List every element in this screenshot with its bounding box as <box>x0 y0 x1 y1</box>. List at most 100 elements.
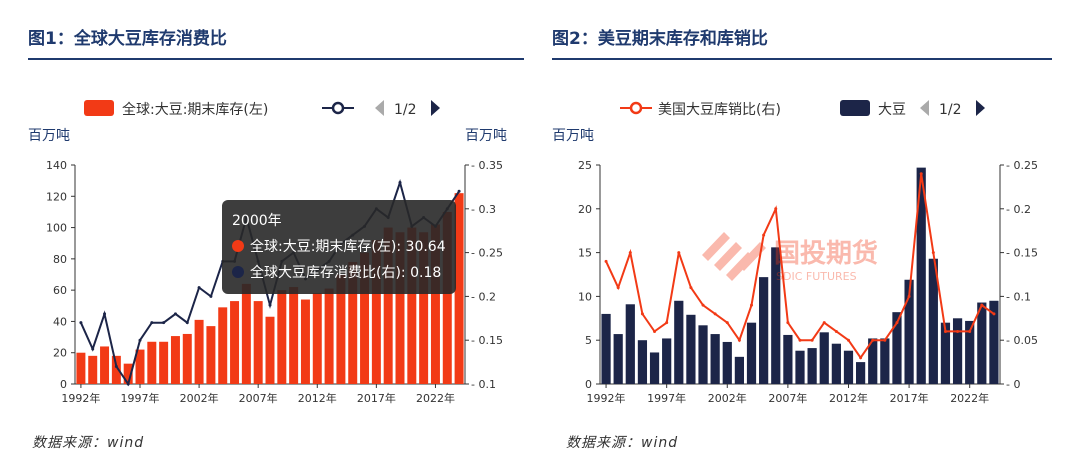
line-point-2011[interactable] <box>834 329 838 333</box>
line-point-1992[interactable] <box>79 321 83 325</box>
bar-2013[interactable] <box>324 288 334 384</box>
bar-1995[interactable] <box>111 355 121 384</box>
line-point-2010[interactable] <box>822 321 826 325</box>
line-point-1995[interactable] <box>640 312 644 316</box>
bar-2022[interactable] <box>965 320 975 384</box>
bar-1993[interactable] <box>613 334 623 384</box>
line-point-2014[interactable] <box>871 338 875 342</box>
bar-2018[interactable] <box>916 167 926 384</box>
bar-2024[interactable] <box>989 300 999 384</box>
bar-2003[interactable] <box>206 326 216 384</box>
bar-2019[interactable] <box>395 232 405 384</box>
bar-2016[interactable] <box>892 312 902 384</box>
bar-2002[interactable] <box>194 319 204 384</box>
legend-bar-label[interactable]: 大豆 <box>878 102 906 118</box>
line-point-2000[interactable] <box>701 303 705 307</box>
line-point-2022[interactable] <box>968 329 972 333</box>
legend-next-page-icon[interactable] <box>976 100 985 116</box>
line-point-2002[interactable] <box>197 286 201 290</box>
bar-1994[interactable] <box>100 346 110 384</box>
line-point-2008[interactable] <box>798 338 802 342</box>
line-point-2019[interactable] <box>398 181 402 185</box>
line-point-1998[interactable] <box>677 251 681 255</box>
bar-1998[interactable] <box>147 341 157 384</box>
line-point-2004[interactable] <box>750 303 754 307</box>
bar-2010[interactable] <box>289 287 299 384</box>
line-point-1996[interactable] <box>653 329 657 333</box>
legend-bar-swatch[interactable] <box>84 100 114 116</box>
line-point-2006[interactable] <box>774 207 778 211</box>
line-point-2005[interactable] <box>762 233 766 237</box>
bar-1999[interactable] <box>686 314 696 384</box>
line-point-2024[interactable] <box>992 312 996 316</box>
line-point-2024[interactable] <box>457 189 461 193</box>
line-point-2020[interactable] <box>943 329 947 333</box>
line-point-2012[interactable] <box>846 338 850 342</box>
legend-line-marker[interactable] <box>629 101 643 115</box>
bar-2020[interactable] <box>940 322 951 384</box>
bar-2006[interactable] <box>771 247 781 384</box>
bar-2001[interactable] <box>710 334 720 384</box>
line-point-1996[interactable] <box>126 382 130 386</box>
bar-2004[interactable] <box>218 307 228 384</box>
line-point-2008[interactable] <box>268 303 272 307</box>
line-point-1997[interactable] <box>138 338 142 342</box>
bar-1996[interactable] <box>649 352 660 384</box>
bar-2015[interactable] <box>348 261 358 384</box>
bar-2017[interactable] <box>904 279 914 384</box>
line-point-2009[interactable] <box>810 338 814 342</box>
line-point-2017[interactable] <box>907 294 911 298</box>
bar-2000[interactable] <box>698 325 708 384</box>
bar-1995[interactable] <box>637 340 648 384</box>
bar-2005[interactable] <box>759 277 769 384</box>
bar-1993[interactable] <box>88 355 98 384</box>
bar-2013[interactable] <box>856 362 866 384</box>
line-point-2002[interactable] <box>725 321 729 325</box>
line-point-1998[interactable] <box>150 321 154 325</box>
line-point-1999[interactable] <box>689 286 693 290</box>
bar-2021[interactable] <box>419 232 429 384</box>
bar-2023[interactable] <box>442 211 452 384</box>
bar-2008[interactable] <box>265 316 275 384</box>
legend-next-page-icon[interactable] <box>431 100 440 116</box>
bar-2020[interactable] <box>407 227 417 384</box>
bar-2003[interactable] <box>734 356 744 384</box>
line-point-1994[interactable] <box>628 251 632 255</box>
line-point-1993[interactable] <box>616 286 620 290</box>
bar-2018[interactable] <box>383 227 393 384</box>
bar-1997[interactable] <box>662 338 672 384</box>
line-point-2016[interactable] <box>895 321 899 325</box>
line-point-2001[interactable] <box>185 321 189 325</box>
bar-2007[interactable] <box>783 334 793 384</box>
bar-2024[interactable] <box>454 193 464 384</box>
bar-2000[interactable] <box>170 336 180 384</box>
line-point-2003[interactable] <box>737 338 741 342</box>
bar-2009[interactable] <box>277 290 287 384</box>
bar-2007[interactable] <box>253 301 263 384</box>
bar-2004[interactable] <box>746 322 757 384</box>
bar-1999[interactable] <box>159 341 169 384</box>
line-point-1993[interactable] <box>91 347 95 351</box>
bar-1994[interactable] <box>625 304 635 384</box>
legend-prev-page-icon[interactable] <box>920 100 929 116</box>
bar-2008[interactable] <box>795 350 805 384</box>
line-point-1999[interactable] <box>162 321 166 325</box>
bar-1997[interactable] <box>135 349 145 384</box>
line-point-2018[interactable] <box>919 172 923 176</box>
bar-2002[interactable] <box>722 341 732 384</box>
line-point-2007[interactable] <box>786 321 790 325</box>
bar-2011[interactable] <box>831 343 841 384</box>
legend-bar-label[interactable]: 全球:大豆:期末库存(左) <box>122 101 268 118</box>
legend-bar-swatch[interactable] <box>840 100 870 116</box>
bar-2021[interactable] <box>952 318 963 384</box>
line-point-1992[interactable] <box>604 259 608 263</box>
legend-line-marker[interactable] <box>331 101 345 115</box>
bar-2017[interactable] <box>371 240 381 384</box>
bar-2019[interactable] <box>928 258 938 384</box>
line-point-1995[interactable] <box>114 364 118 368</box>
bar-2015[interactable] <box>880 338 890 384</box>
bar-2023[interactable] <box>977 302 987 384</box>
line-point-2021[interactable] <box>956 329 960 333</box>
line-point-1994[interactable] <box>103 312 107 316</box>
bar-1998[interactable] <box>674 300 684 384</box>
